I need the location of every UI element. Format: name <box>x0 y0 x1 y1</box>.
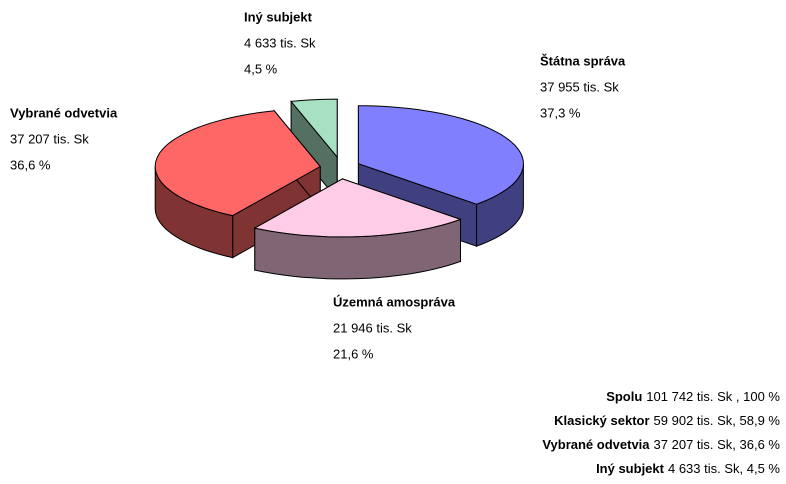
slice-amount: 37 955 tis. Sk <box>540 79 619 94</box>
slice-amount: 37 207 tis. Sk <box>10 131 89 146</box>
slice-top <box>253 178 463 238</box>
slice-top <box>154 110 321 217</box>
summary-note: Spolu 101 742 tis. Sk , 100 % <box>606 389 780 404</box>
slice-label: Štátna správa <box>540 53 626 68</box>
slice-label: Vybrané odvetvia <box>10 105 118 120</box>
summary-label: Vybrané odvetvia <box>542 437 650 452</box>
summary-text: 101 742 tis. Sk , 100 % <box>646 389 780 404</box>
slice-label: Územná amospráva <box>333 294 456 309</box>
slice-percent: 37,3 % <box>540 105 581 120</box>
slice-percent: 4,5 % <box>244 61 278 76</box>
summary-text: 4 633 tis. Sk, 4,5 % <box>668 461 780 476</box>
slice-percent: 21,6 % <box>333 346 374 361</box>
summary-note: Klasický sektor 59 902 tis. Sk, 58,9 % <box>554 413 780 428</box>
slice-amount: 4 633 tis. Sk <box>244 35 316 50</box>
summary-text: 37 207 tis. Sk, 36,6 % <box>654 437 781 452</box>
pie-slice <box>253 178 463 280</box>
summary-text: 59 902 tis. Sk, 58,9 % <box>654 413 781 428</box>
slice-label: Iný subjekt <box>244 9 313 24</box>
summary-label: Klasický sektor <box>554 413 649 428</box>
summary-note: Vybrané odvetvia 37 207 tis. Sk, 36,6 % <box>542 437 780 452</box>
slice-percent: 36,6 % <box>10 157 51 172</box>
slice-top <box>357 105 524 205</box>
pie-slice <box>290 98 338 201</box>
summary-label: Spolu <box>606 389 642 404</box>
summary-note: Iný subjekt 4 633 tis. Sk, 4,5 % <box>596 461 780 476</box>
slice-top <box>290 98 338 159</box>
slice-amount: 21 946 tis. Sk <box>333 320 412 335</box>
summary-label: Iný subjekt <box>596 461 665 476</box>
